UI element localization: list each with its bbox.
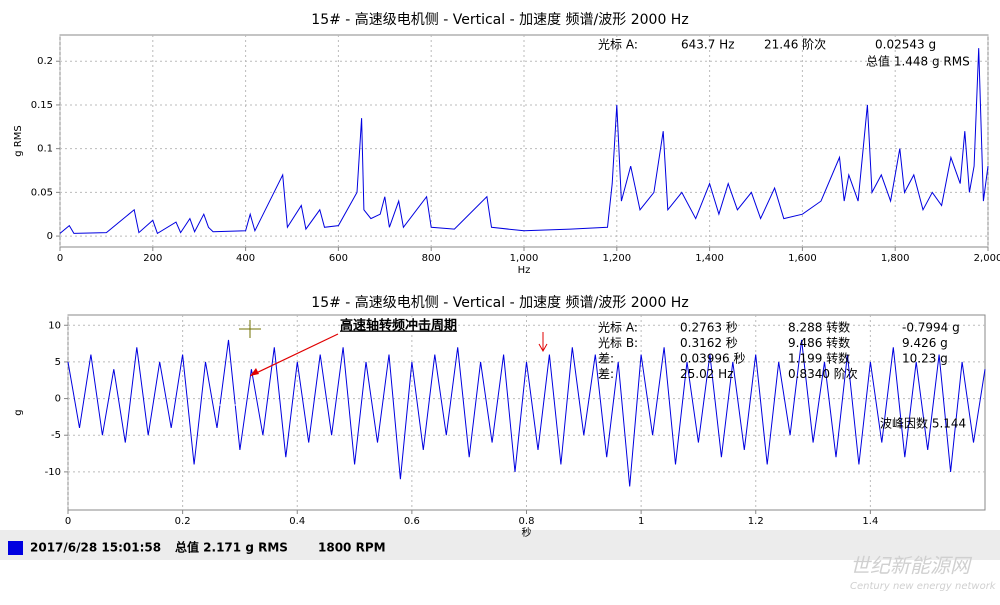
chart-title: 15# - 高速级电机侧 - Vertical - 加速度 频谱/波形 2000… (311, 294, 688, 311)
crest-factor: 波峰因数 5.144 (880, 416, 966, 431)
x-tick-label: 600 (329, 253, 348, 264)
y-tick-label: 0.1 (37, 144, 53, 155)
waveform-line (59, 48, 989, 235)
x-tick-label: 0.2 (175, 516, 191, 527)
cursor-cell: 光标 B: (598, 336, 638, 350)
cursor-readout: 21.46 阶次 (764, 38, 826, 52)
x-axis-label: 秒 (522, 526, 532, 539)
cursor-cell: -0.7994 g (902, 321, 960, 335)
chart-title: 15# - 高速级电机侧 - Vertical - 加速度 频谱/波形 2000… (311, 11, 688, 28)
status-rpm: 1800 RPM (318, 541, 386, 555)
cursor-cell: 0.2763 秒 (680, 321, 738, 335)
y-axis-label: g RMS (13, 125, 24, 156)
x-tick-label: 2,000 (974, 253, 1000, 264)
cursor-cell: 0.3162 秒 (680, 336, 738, 350)
cursor-cell: 0.03996 秒 (680, 352, 745, 366)
cursor-cell: 差: (598, 367, 614, 381)
x-tick-label: 1,800 (881, 253, 910, 264)
cursor-cell: 差: (598, 352, 614, 366)
cursor-cell: 0.8340 阶次 (788, 367, 858, 381)
cursor-readout: 光标 A: (598, 38, 638, 52)
y-tick-label: 0 (55, 394, 61, 405)
arrow-head (250, 368, 259, 376)
crosshair (219, 396, 241, 414)
cursor-cell: 9.426 g (902, 336, 948, 350)
x-tick-label: 1,600 (788, 253, 817, 264)
y-tick-label: 0 (47, 231, 53, 242)
waveform-line (67, 339, 986, 487)
y-axis-label: g (13, 409, 24, 415)
crosshair (239, 320, 261, 338)
cursor-cell: 9.486 转数 (788, 335, 850, 350)
y-tick-label: -5 (51, 430, 61, 441)
watermark-sub: Century new energy network (850, 581, 997, 592)
cursor-readout: 0.02543 g (875, 38, 936, 52)
cursor-cell: 25.02 Hz (680, 367, 734, 381)
x-tick-label: 1 (638, 516, 644, 527)
y-tick-label: 10 (48, 320, 61, 331)
x-tick-label: 1,200 (602, 253, 631, 264)
y-tick-label: -10 (45, 467, 61, 478)
y-tick-label: 0.2 (37, 56, 53, 67)
x-axis-label: Hz (518, 265, 531, 276)
x-tick-label: 200 (143, 253, 162, 264)
status-total: 总值 2.171 g RMS (175, 540, 288, 555)
x-tick-label: 0 (65, 516, 71, 527)
x-tick-label: 1,400 (695, 253, 724, 264)
x-tick-label: 0.6 (404, 516, 420, 527)
x-tick-label: 1.2 (748, 516, 764, 527)
status-time: 2017/6/28 15:01:58 (30, 541, 161, 555)
status-bar (0, 530, 1000, 560)
x-tick-label: 1,000 (510, 253, 539, 264)
cursor-cell: 10.23 g (902, 352, 948, 366)
x-tick-label: 400 (236, 253, 255, 264)
y-tick-label: 0.15 (31, 100, 53, 111)
annotation-arrow (249, 333, 339, 377)
x-tick-label: 0.4 (289, 516, 305, 527)
y-tick-label: 0.05 (31, 187, 53, 198)
x-tick-label: 0.8 (519, 516, 535, 527)
cursor-cell: 8.288 转数 (788, 320, 850, 335)
cursor-cell: 1.199 转数 (788, 351, 850, 366)
y-tick-label: 5 (55, 357, 61, 368)
x-tick-label: 800 (422, 253, 441, 264)
watermark: 世纪新能源网 (850, 554, 973, 578)
plot-area (67, 314, 986, 511)
x-tick-label: 1.4 (862, 516, 878, 527)
cursor-cell: 光标 A: (598, 321, 638, 335)
cursor-readout: 643.7 Hz (681, 38, 735, 52)
x-tick-label: 0 (57, 253, 63, 264)
cursor-readout: 总值 1.448 g RMS (866, 54, 970, 69)
status-swatch (8, 541, 23, 555)
annotation-note: 高速轴转频冲击周期 (340, 318, 457, 334)
cursor-marker-head (538, 343, 548, 353)
